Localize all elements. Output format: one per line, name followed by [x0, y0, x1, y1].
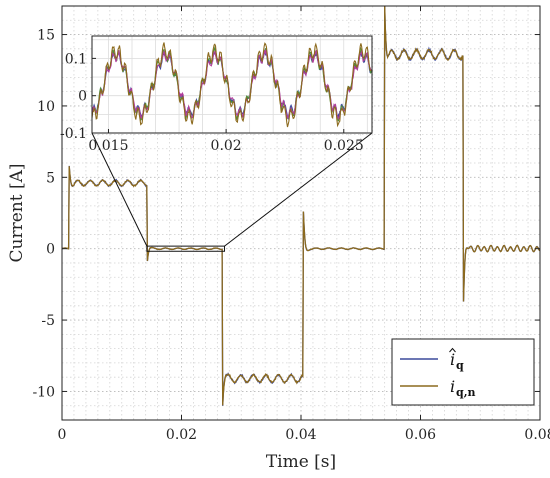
inset-axes-frame — [91, 35, 373, 134]
inset-y-tick-label: -0.1 — [60, 126, 87, 142]
inset-grid — [92, 36, 372, 133]
zoom-connector-left — [91, 132, 148, 247]
inset-series-line — [92, 42, 372, 128]
legend-box — [391, 338, 535, 406]
legend-subscript: q — [456, 359, 464, 372]
legend-symbol: i — [450, 350, 455, 369]
x-tick-label: 0.02 — [166, 427, 197, 443]
y-tick-label: 15 — [37, 28, 55, 44]
inset-x-tick-label: 0.015 — [88, 138, 128, 154]
x-tick-label: 0.08 — [524, 427, 550, 443]
y-tick-label: 0 — [46, 242, 55, 258]
y-axis-label: Current [A] — [7, 164, 27, 263]
legend-symbol: i — [450, 377, 455, 396]
inset-y-tick-label: 0.1 — [65, 51, 87, 67]
x-tick-label: 0 — [58, 427, 67, 443]
x-axis-label: Time [s] — [266, 452, 336, 472]
zoom-connector-right — [224, 132, 373, 247]
inset-plot-lines — [92, 42, 372, 128]
legend-hat-accent — [449, 347, 456, 353]
zoom-indicator — [91, 132, 373, 252]
main-series-iq-n — [62, 6, 540, 406]
y-tick-label: -5 — [41, 313, 55, 329]
legend: i qi q,n — [391, 338, 535, 406]
main-plot-lines — [62, 6, 540, 406]
y-tick-label: 10 — [37, 99, 55, 115]
inset-axis-ticks: 0.015 0.02 0.025 -0.1 0 0.1 — [60, 51, 364, 154]
x-tick-label: 0.06 — [405, 427, 436, 443]
zoom-region-box — [146, 245, 226, 252]
x-tick-label: 0.04 — [285, 427, 316, 443]
inset-y-tick-label: 0 — [78, 89, 87, 105]
main-axis-ticks: 0 0.02 0.04 0.06 0.08 -10 -5 0 5 10 15 — [32, 6, 550, 443]
inset-x-tick-label: 0.02 — [211, 138, 242, 154]
y-tick-label: -10 — [32, 384, 55, 400]
inset-plot: 0.015 0.02 0.025 -0.1 0 0.1 — [60, 35, 373, 154]
y-tick-label: 5 — [46, 170, 55, 186]
inset-x-tick-label: 0.025 — [324, 138, 364, 154]
legend-subscript: q,n — [456, 386, 476, 399]
inset-background — [92, 36, 372, 133]
